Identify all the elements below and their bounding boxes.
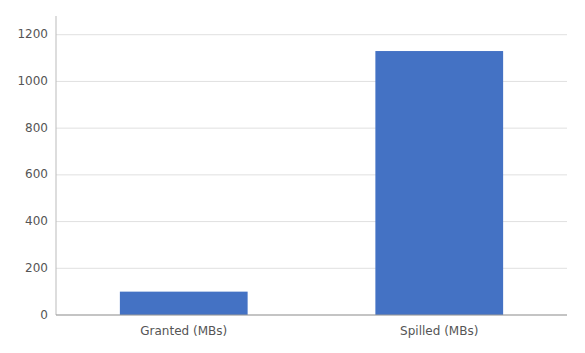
y-tick-label: 1000 [17,74,48,88]
grid-line [56,34,567,35]
x-axis-line [56,315,567,316]
y-axis-line [56,16,57,315]
y-tick-label: 600 [25,167,48,181]
chart-svg: 0 200 400 600 800 1000 1200 Granted (MBs) Spille… [0,0,585,353]
y-grid [56,35,567,315]
y-tick-label: 1200 [17,27,48,41]
chart-container: 0 200 400 600 800 1000 1200 Granted (MBs) Spille… [0,0,585,353]
y-tick-label: 800 [25,121,48,135]
x-tick-label: Granted (MBs) [140,324,227,338]
grid-line [56,315,567,316]
bar [120,292,248,315]
bars [120,51,503,315]
y-tick-label: 0 [40,308,48,322]
x-tick-labels: Granted (MBs) Spilled (MBs) [140,324,478,338]
bar [375,51,503,315]
y-tick-label: 200 [25,261,48,275]
page: {"chart_data": {"type": "bar", "categori… [0,0,585,353]
y-tick-labels: 0 200 400 600 800 1000 1200 [17,27,48,321]
y-tick-label: 400 [25,214,48,228]
x-tick-label: Spilled (MBs) [400,324,478,338]
